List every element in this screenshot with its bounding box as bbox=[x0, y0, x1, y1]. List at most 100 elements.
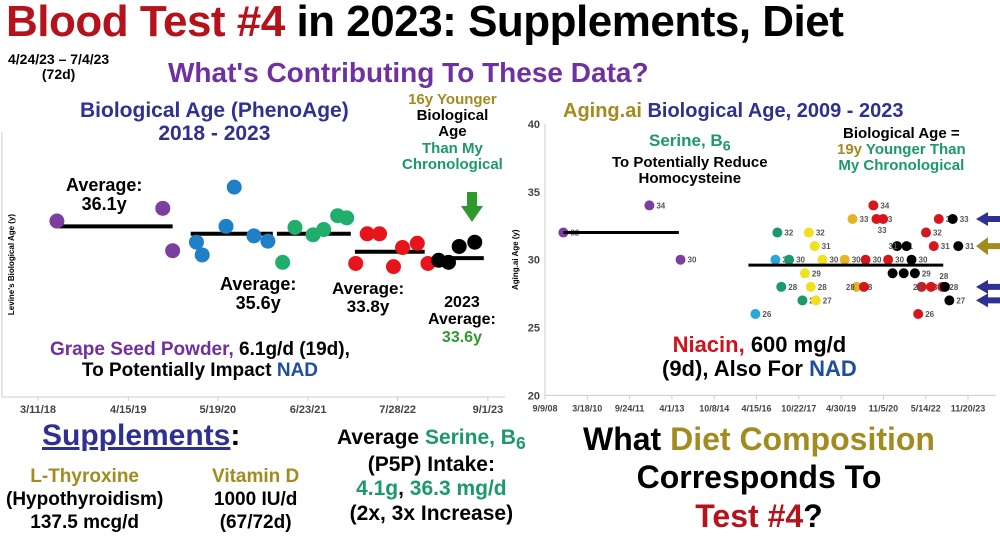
data-label: 32 bbox=[933, 229, 942, 238]
data-point bbox=[901, 241, 912, 252]
date-range-dates: 4/24/23 – 7/4/23 bbox=[8, 51, 110, 67]
agingai-chart: 20 25 30 35 40 9/9/08 3/18/10 9/24/11 4/1/13 10/8… bbox=[511, 119, 1000, 413]
data-point bbox=[928, 241, 939, 252]
data-point bbox=[799, 268, 810, 279]
data-point bbox=[750, 308, 761, 319]
data-point bbox=[467, 234, 483, 250]
data-point bbox=[809, 241, 820, 252]
data-label: 31 bbox=[822, 242, 831, 251]
data-point bbox=[218, 218, 234, 234]
avg-label-2: Average: 35.6y bbox=[220, 274, 296, 314]
data-point bbox=[155, 200, 171, 216]
younger-note: 16y Younger Biological Age Than My Chronolog… bbox=[402, 91, 503, 173]
diet-a: What bbox=[583, 421, 671, 457]
thy-b: (Hypothyroidism) bbox=[6, 488, 164, 510]
x-tick-label: 5/14/22 bbox=[911, 403, 941, 413]
data-point bbox=[810, 295, 821, 306]
ser-f: 36.3 mg/d bbox=[409, 477, 507, 501]
data-label: 31 bbox=[889, 242, 898, 251]
x-tick-label: 11/5/20 bbox=[869, 403, 899, 413]
grape-a: Grape Seed Powder, bbox=[50, 339, 234, 360]
thyroxine: L-Thyroxine (Hypothyroidism) 137.5 mcg/d bbox=[6, 466, 163, 534]
title-part3: Supplements, Diet bbox=[468, 0, 844, 46]
avg1-b: 36.1y bbox=[81, 194, 127, 215]
avg-label-4: 2023 Average: 33.6y bbox=[428, 294, 496, 346]
data-point bbox=[909, 268, 920, 279]
data-label: 32 bbox=[784, 229, 793, 238]
diet-d: Test #4 bbox=[695, 497, 804, 534]
data-point bbox=[860, 254, 871, 265]
data-label: 33 bbox=[878, 226, 887, 235]
avg1-a: Average: bbox=[66, 175, 143, 195]
data-label: 28 bbox=[818, 283, 827, 292]
niacin-d: NAD bbox=[809, 355, 857, 381]
ser-d: 4.1g bbox=[356, 477, 399, 501]
serine-a: Serine, B bbox=[649, 131, 723, 150]
arrow-icon bbox=[976, 279, 1000, 294]
ser-sub: 6 bbox=[515, 433, 526, 454]
data-point bbox=[858, 281, 869, 292]
data-point bbox=[883, 254, 894, 265]
data-point bbox=[776, 281, 787, 292]
data-point bbox=[226, 179, 242, 195]
data-point bbox=[878, 213, 889, 224]
y-tick-label: 40 bbox=[528, 119, 540, 131]
bio-b: 19y bbox=[837, 141, 863, 159]
y-tick-label: 20 bbox=[528, 390, 540, 402]
data-point bbox=[316, 222, 332, 238]
avg-label-1: Average: 36.1y bbox=[66, 175, 143, 215]
data-label: 26 bbox=[925, 310, 934, 319]
avg4-c: 33.6y bbox=[441, 328, 482, 346]
green-arrow-icon bbox=[467, 192, 477, 208]
bio-age-note: Biological Age = 19y Younger Than My Chron… bbox=[837, 125, 966, 175]
avg2-b: 35.6y bbox=[235, 293, 281, 314]
data-point bbox=[805, 281, 816, 292]
niacin-note: Niacin, 600 mg/d (9d), Also For NAD bbox=[662, 333, 857, 381]
bio-a: Biological Age = bbox=[843, 125, 960, 142]
supp-colon: : bbox=[230, 419, 241, 452]
data-label: 30 bbox=[688, 256, 697, 265]
vitd-c: (67/72d) bbox=[219, 511, 292, 533]
subtitle: What's Contributing To These Data? bbox=[168, 57, 649, 88]
data-point bbox=[275, 254, 291, 270]
data-label: 27 bbox=[823, 296, 832, 305]
younger-note-c: Age bbox=[438, 123, 467, 141]
younger-note-e: Chronological bbox=[402, 155, 503, 173]
data-point bbox=[372, 226, 388, 242]
avg-label-3: Average: 33.8y bbox=[332, 279, 404, 317]
left-title-line1: Biological Age (PhenoAge) bbox=[80, 99, 349, 122]
data-point bbox=[359, 226, 375, 242]
younger-note-d: Than My bbox=[422, 139, 483, 157]
data-label: 31 bbox=[941, 242, 950, 251]
x-tick-label: 10/8/14 bbox=[699, 403, 729, 413]
data-point bbox=[558, 227, 569, 238]
vitd-b: 1000 IU/d bbox=[213, 488, 298, 510]
title: Blood Test #4 in 2023: Supplements, Diet bbox=[6, 0, 844, 46]
phenoage-chart: 2025303540453/11/184/15/195/19/206/23/21… bbox=[1, 132, 505, 416]
diet-e: ? bbox=[803, 497, 823, 534]
data-point bbox=[906, 254, 917, 265]
x-tick-label: 4/15/16 bbox=[741, 403, 771, 413]
niacin-b: 600 mg/d bbox=[744, 332, 847, 357]
data-point bbox=[939, 281, 950, 292]
left-chart-title: Biological Age (PhenoAge) 2018 - 2023 bbox=[80, 99, 349, 145]
arrow-icon bbox=[976, 293, 1000, 308]
ser-a: Average bbox=[337, 426, 425, 449]
data-label: 30 bbox=[852, 256, 861, 265]
data-point bbox=[194, 247, 210, 263]
data-point bbox=[847, 213, 858, 224]
right-title-a: Aging.ai bbox=[563, 100, 642, 122]
thy-a: L-Thyroxine bbox=[30, 466, 139, 487]
data-point bbox=[246, 228, 262, 244]
data-label: 29 bbox=[812, 269, 821, 278]
bio-c: Younger Than bbox=[862, 141, 966, 159]
data-point bbox=[287, 219, 303, 235]
data-label: 28 bbox=[939, 272, 948, 281]
title-part2: in 2023: bbox=[284, 0, 457, 46]
data-point bbox=[644, 200, 655, 211]
data-label: 28 bbox=[913, 283, 922, 292]
data-label: 30 bbox=[796, 256, 805, 265]
data-label: 30 bbox=[873, 256, 882, 265]
data-label: 32 bbox=[816, 229, 825, 238]
right-title-b: Biological Age, 2009 - 2023 bbox=[641, 100, 904, 122]
